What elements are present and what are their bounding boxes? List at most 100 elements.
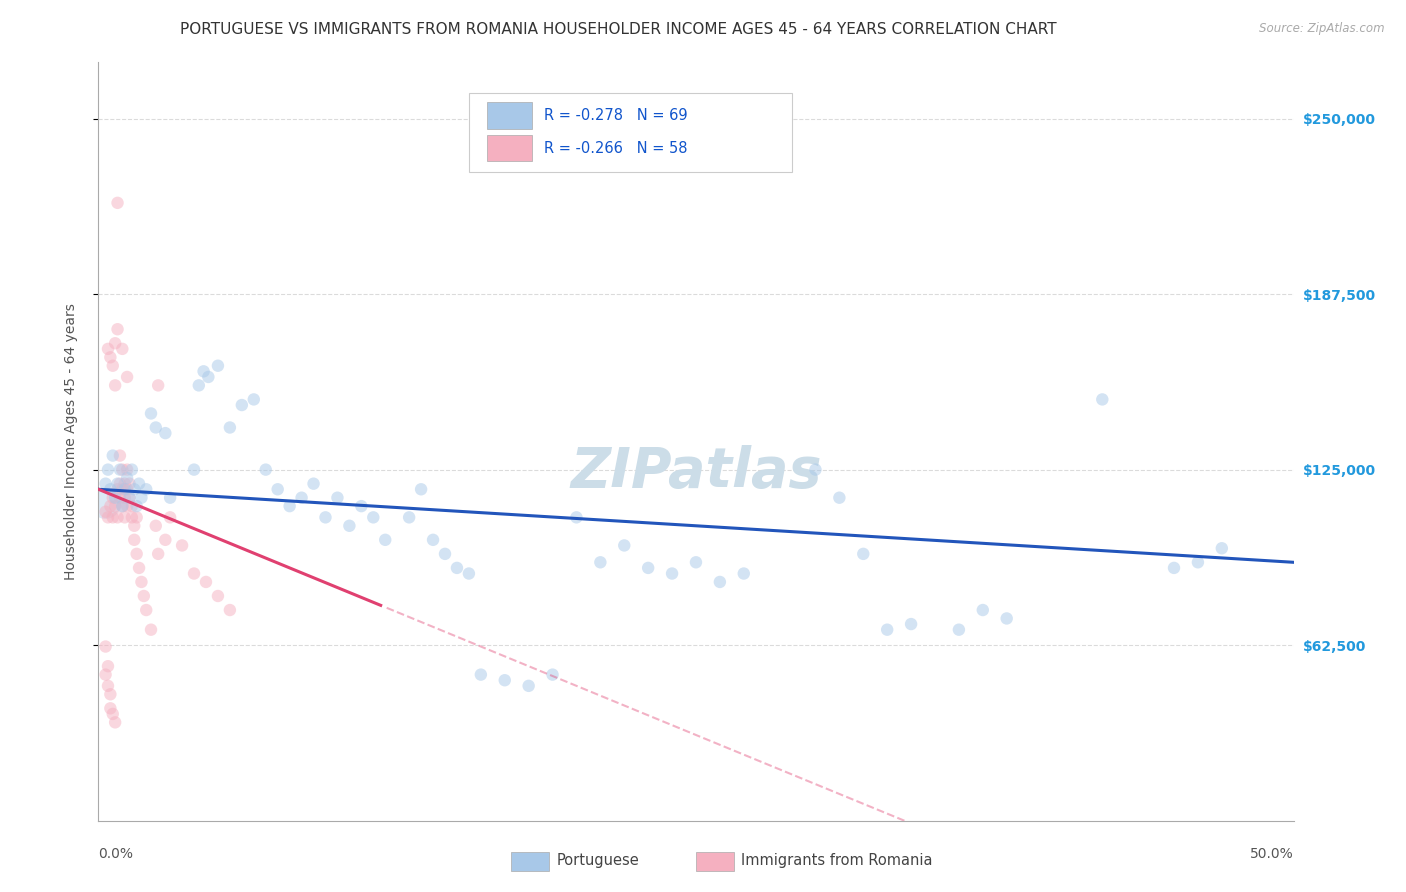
Point bbox=[804, 462, 827, 476]
Point bbox=[101, 706, 124, 721]
Point bbox=[125, 547, 148, 561]
Point bbox=[115, 499, 138, 513]
Point bbox=[121, 510, 143, 524]
Point bbox=[291, 491, 314, 505]
Point bbox=[1163, 561, 1185, 575]
Point bbox=[231, 398, 253, 412]
Point bbox=[121, 499, 143, 513]
Point bbox=[104, 491, 127, 505]
Point bbox=[315, 510, 337, 524]
Point bbox=[828, 491, 851, 505]
Point bbox=[107, 476, 129, 491]
Point bbox=[118, 491, 141, 505]
Point bbox=[350, 499, 373, 513]
Text: ZIPatlas: ZIPatlas bbox=[571, 445, 821, 499]
Point bbox=[111, 499, 134, 513]
Text: Portuguese: Portuguese bbox=[557, 854, 638, 868]
Point bbox=[948, 623, 970, 637]
FancyBboxPatch shape bbox=[510, 852, 548, 871]
Point bbox=[733, 566, 755, 581]
Point bbox=[114, 510, 136, 524]
Point bbox=[434, 547, 457, 561]
Point bbox=[98, 701, 122, 715]
Point bbox=[107, 483, 129, 497]
Point bbox=[219, 420, 242, 434]
Point bbox=[101, 510, 124, 524]
Point bbox=[517, 679, 540, 693]
Point bbox=[446, 561, 468, 575]
Point bbox=[115, 370, 138, 384]
Point bbox=[125, 510, 148, 524]
Point bbox=[115, 471, 138, 485]
Point bbox=[326, 491, 349, 505]
Point bbox=[637, 561, 659, 575]
Point bbox=[124, 533, 146, 547]
Point bbox=[118, 491, 141, 505]
Point bbox=[219, 603, 242, 617]
Text: 0.0%: 0.0% bbox=[98, 847, 134, 861]
Point bbox=[104, 715, 127, 730]
Point bbox=[148, 547, 170, 561]
Point bbox=[111, 342, 134, 356]
Point bbox=[131, 491, 153, 505]
Point bbox=[107, 195, 129, 210]
Point bbox=[197, 370, 219, 384]
Point bbox=[254, 462, 277, 476]
Point bbox=[145, 420, 167, 434]
Point bbox=[94, 476, 117, 491]
Point bbox=[98, 483, 122, 497]
Point bbox=[159, 510, 181, 524]
Point bbox=[114, 476, 136, 491]
Point bbox=[207, 359, 229, 373]
Point bbox=[139, 407, 162, 421]
Point bbox=[207, 589, 229, 603]
Point bbox=[121, 462, 143, 476]
Point bbox=[1211, 541, 1233, 556]
Point bbox=[159, 491, 181, 505]
Point bbox=[124, 483, 146, 497]
FancyBboxPatch shape bbox=[470, 93, 792, 172]
Point bbox=[852, 547, 875, 561]
Point bbox=[115, 462, 138, 476]
Point bbox=[114, 491, 136, 505]
Point bbox=[411, 483, 433, 497]
Point bbox=[124, 518, 146, 533]
Point bbox=[118, 476, 141, 491]
Point bbox=[128, 476, 150, 491]
Point bbox=[111, 499, 134, 513]
Point bbox=[470, 667, 492, 681]
Point bbox=[97, 462, 120, 476]
Point bbox=[187, 378, 209, 392]
Point bbox=[101, 359, 124, 373]
Point bbox=[972, 603, 994, 617]
Point bbox=[1091, 392, 1114, 407]
Point bbox=[94, 505, 117, 519]
Point bbox=[589, 555, 612, 569]
Point bbox=[115, 483, 138, 497]
Point bbox=[494, 673, 516, 688]
Point bbox=[97, 510, 120, 524]
Point bbox=[422, 533, 444, 547]
Point bbox=[243, 392, 266, 407]
Point bbox=[94, 496, 117, 510]
Point bbox=[107, 322, 129, 336]
Point bbox=[128, 561, 150, 575]
Point bbox=[398, 510, 420, 524]
Point bbox=[183, 566, 205, 581]
Point bbox=[193, 364, 215, 378]
Point bbox=[685, 555, 707, 569]
Point bbox=[111, 462, 134, 476]
Point bbox=[155, 533, 177, 547]
Point bbox=[135, 603, 157, 617]
Point bbox=[709, 574, 731, 589]
Point bbox=[104, 499, 127, 513]
Point bbox=[302, 476, 325, 491]
Point bbox=[155, 426, 177, 441]
Point bbox=[195, 574, 218, 589]
Text: R = -0.266   N = 58: R = -0.266 N = 58 bbox=[544, 141, 688, 155]
Point bbox=[541, 667, 564, 681]
Point bbox=[183, 462, 205, 476]
Point bbox=[98, 351, 122, 365]
Point bbox=[995, 611, 1018, 625]
Text: Source: ZipAtlas.com: Source: ZipAtlas.com bbox=[1260, 22, 1385, 36]
